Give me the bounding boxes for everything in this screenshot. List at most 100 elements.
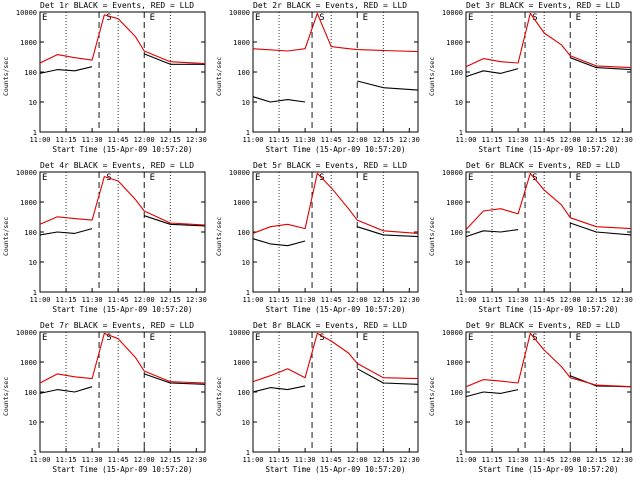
y-tick-label: 1000 xyxy=(446,39,463,47)
x-tick-label: 12:00 xyxy=(560,136,581,144)
x-tick-label: 11:00 xyxy=(242,456,263,464)
y-tick-label: 1000 xyxy=(20,359,37,367)
y-tick-label: 100 xyxy=(24,229,37,237)
panel-title: Det 4r BLACK = Events, RED = LLD xyxy=(40,161,195,170)
x-tick-label: 11:30 xyxy=(508,456,529,464)
x-tick-label: 11:45 xyxy=(321,296,342,304)
x-axis-label: Start Time (15-Apr-09 10:57:20) xyxy=(479,305,619,314)
y-tick-label: 1 xyxy=(246,129,250,137)
interval-marker-label: E xyxy=(255,173,260,183)
y-tick-label: 10000 xyxy=(442,329,463,337)
x-tick-label: 12:30 xyxy=(399,296,420,304)
x-tick-label: 12:30 xyxy=(399,136,420,144)
x-axis-label: Start Time (15-Apr-09 10:57:20) xyxy=(53,305,193,314)
y-tick-label: 1 xyxy=(459,449,463,457)
x-tick-label: 12:15 xyxy=(160,296,181,304)
y-tick-label: 10000 xyxy=(442,9,463,17)
x-tick-label: 11:00 xyxy=(242,136,263,144)
x-tick-label: 11:15 xyxy=(269,296,290,304)
x-tick-label: 11:00 xyxy=(455,136,476,144)
x-axis-label: Start Time (15-Apr-09 10:57:20) xyxy=(53,465,193,474)
y-tick-label: 1000 xyxy=(233,199,250,207)
y-tick-label: 1000 xyxy=(233,39,250,47)
plot-frame xyxy=(39,171,206,293)
detector-panel: Det 9r BLACK = Events, RED = LLD Counts/s… xyxy=(426,320,639,480)
x-tick-label: 12:00 xyxy=(134,296,155,304)
series-line-events xyxy=(357,80,419,91)
plot-frame xyxy=(39,331,206,453)
x-tick-label: 11:15 xyxy=(269,136,290,144)
x-tick-label: 11:30 xyxy=(82,136,103,144)
x-tick-label: 11:45 xyxy=(321,456,342,464)
x-tick-label: 11:30 xyxy=(82,296,103,304)
x-tick-label: 12:00 xyxy=(560,456,581,464)
x-tick-label: 11:30 xyxy=(295,296,316,304)
detector-panel: Det 2r BLACK = Events, RED = LLD Counts/s… xyxy=(213,0,426,160)
x-tick-label: 11:15 xyxy=(56,456,77,464)
detector-panel: Det 6r BLACK = Events, RED = LLD Counts/s… xyxy=(426,160,639,320)
x-tick-label: 11:45 xyxy=(534,296,555,304)
series-line-events xyxy=(252,238,306,247)
x-axis-label: Start Time (15-Apr-09 10:57:20) xyxy=(266,145,406,154)
series-line-lld xyxy=(252,12,419,53)
y-tick-label: 1000 xyxy=(446,199,463,207)
x-axis-label: Start Time (15-Apr-09 10:57:20) xyxy=(266,305,406,314)
x-tick-label: 12:30 xyxy=(186,136,207,144)
panel-title: Det 8r BLACK = Events, RED = LLD xyxy=(253,321,408,330)
x-tick-label: 11:30 xyxy=(295,456,316,464)
x-tick-label: 11:30 xyxy=(295,136,316,144)
plot-frame xyxy=(39,11,206,133)
y-tick-label: 10000 xyxy=(229,9,250,17)
interval-marker-label: S xyxy=(532,13,537,23)
x-tick-label: 11:30 xyxy=(508,136,529,144)
series-line-lld xyxy=(465,332,632,388)
y-tick-label: 1 xyxy=(33,129,37,137)
interval-marker-label: E xyxy=(42,173,47,183)
x-tick-label: 12:15 xyxy=(586,456,607,464)
y-tick-label: 1 xyxy=(246,449,250,457)
y-tick-label: 100 xyxy=(450,389,463,397)
series-line-lld xyxy=(39,332,206,384)
x-tick-label: 11:30 xyxy=(508,296,529,304)
x-tick-label: 11:15 xyxy=(56,136,77,144)
x-tick-label: 11:45 xyxy=(108,296,129,304)
x-tick-label: 12:30 xyxy=(612,296,633,304)
panel-title: Det 2r BLACK = Events, RED = LLD xyxy=(253,1,408,10)
series-line-lld xyxy=(465,172,632,230)
series-line-events xyxy=(39,386,93,394)
interval-marker-label: S xyxy=(319,333,324,343)
panel-title: Det 7r BLACK = Events, RED = LLD xyxy=(40,321,195,330)
y-tick-label: 10 xyxy=(455,99,463,107)
detector-panel: Det 1r BLACK = Events, RED = LLD Counts/s… xyxy=(0,0,213,160)
y-tick-label: 100 xyxy=(450,69,463,77)
x-tick-label: 12:00 xyxy=(347,136,368,144)
x-tick-label: 12:30 xyxy=(399,456,420,464)
plot-frame xyxy=(252,11,419,133)
series-line-events xyxy=(465,68,519,78)
x-tick-label: 12:15 xyxy=(586,296,607,304)
interval-marker-label: E xyxy=(468,13,473,23)
y-tick-label: 10 xyxy=(29,259,37,267)
detector-panel: Det 4r BLACK = Events, RED = LLD Counts/s… xyxy=(0,160,213,320)
panel-title: Det 3r BLACK = Events, RED = LLD xyxy=(466,1,621,10)
x-tick-label: 11:00 xyxy=(29,456,50,464)
y-tick-label: 10 xyxy=(242,419,250,427)
x-tick-label: 12:15 xyxy=(586,136,607,144)
x-tick-label: 11:15 xyxy=(269,456,290,464)
x-tick-label: 11:00 xyxy=(29,136,50,144)
interval-marker-label: E xyxy=(468,333,473,343)
x-tick-label: 11:00 xyxy=(242,296,263,304)
interval-marker-label: S xyxy=(532,333,537,343)
x-axis-label: Start Time (15-Apr-09 10:57:20) xyxy=(479,145,619,154)
y-tick-label: 100 xyxy=(237,389,250,397)
detector-panel: Det 8r BLACK = Events, RED = LLD Counts/s… xyxy=(213,320,426,480)
y-tick-label: 1 xyxy=(246,289,250,297)
series-line-events xyxy=(465,389,519,398)
interval-marker-label: E xyxy=(150,173,155,183)
x-tick-label: 12:30 xyxy=(186,296,207,304)
x-tick-label: 12:00 xyxy=(347,456,368,464)
plot-frame xyxy=(252,331,419,453)
